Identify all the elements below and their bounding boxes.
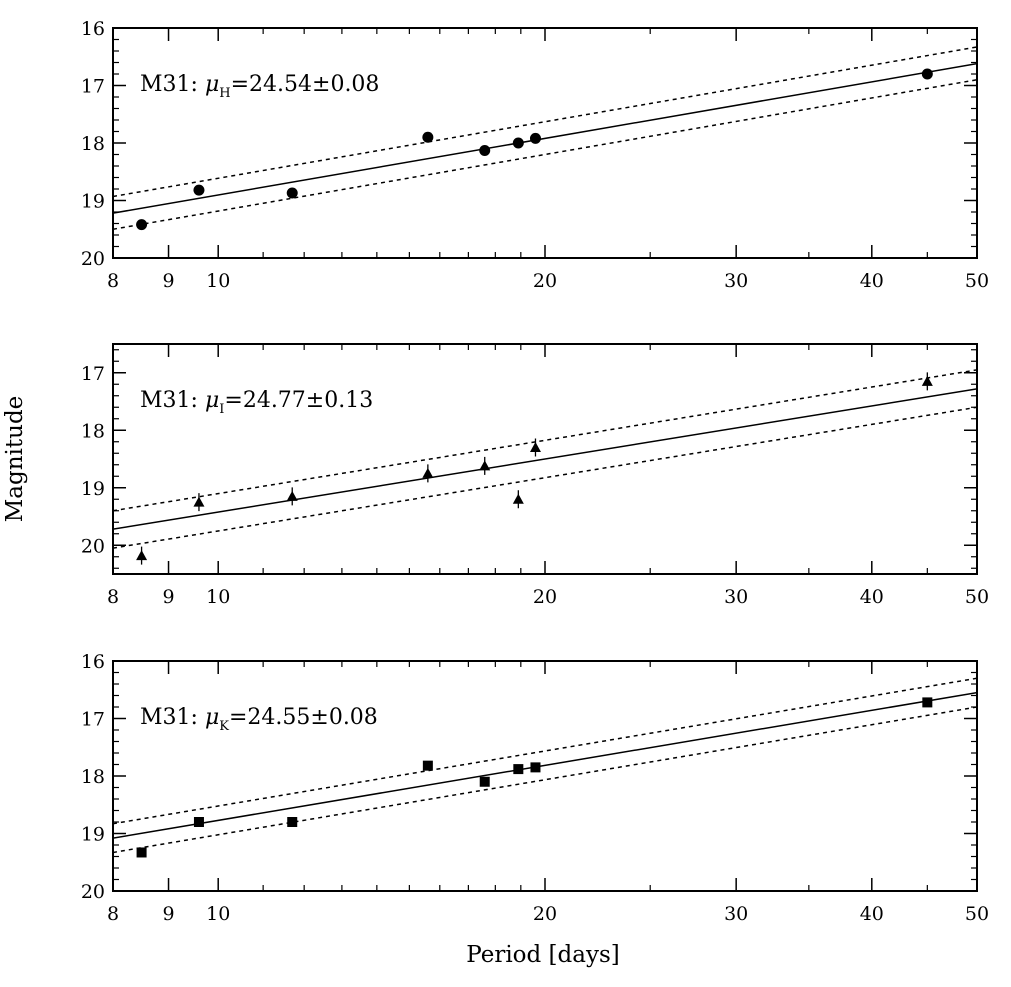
x-tick-label: 9 [162,586,174,608]
data-point [922,697,933,708]
x-tick-label: 8 [107,586,119,608]
y-tick-label: 18 [81,420,105,442]
x-tick-label: 10 [206,903,230,925]
y-axis-title: Magnitude [2,396,28,523]
annotation-prefix: M31: [140,72,205,97]
data-point [479,144,491,156]
data-point [193,817,204,827]
x-tick-label: 10 [206,586,230,608]
lower-bound-line [113,706,977,854]
upper-bound-line [113,677,977,825]
distance-modulus-label: M31: μI=24.77±0.13 [140,388,373,417]
x-tick-label: 20 [533,903,557,925]
fit-line [113,388,977,530]
data-point [422,467,434,478]
data-point [529,132,541,144]
data-point [422,760,433,771]
data-point [479,776,490,787]
annotation-prefix: M31: [140,705,205,730]
fit-lines [113,46,977,230]
lower-bound-line [113,406,977,549]
x-tick-label: 9 [162,270,174,292]
annotation-mu: μ [205,705,219,730]
data-point [921,68,933,80]
x-tick-label: 30 [724,270,748,292]
x-tick-label: 50 [965,903,989,925]
data-point [921,375,933,386]
x-tick-label: 50 [965,270,989,292]
annotation-prefix: M31: [140,388,205,413]
annotation-mu: μ [205,72,219,97]
y-tick-label: 20 [81,535,105,557]
x-axis-title: Period [days] [466,942,619,968]
plot-frame [112,27,978,259]
x-tick-label: 40 [860,586,884,608]
y-tick-label: 17 [81,363,105,385]
x-tick-label: 40 [860,903,884,925]
annotation-subscript: K [219,719,229,734]
y-tick-label: 20 [81,881,105,903]
x-tick-label: 30 [724,586,748,608]
x-tick-label: 8 [107,270,119,292]
data-point [193,184,205,196]
distance-modulus-label: M31: μK=24.55±0.08 [140,705,378,734]
upper-bound-line [113,46,977,198]
data-point [136,219,148,231]
data-point [287,817,298,827]
data-point [479,460,491,471]
fit-lines [113,369,977,549]
y-tick-label: 17 [81,709,105,731]
upper-bound-line [113,369,977,512]
y-tick-label: 19 [81,191,105,213]
x-tick-label: 9 [162,903,174,925]
data-point [286,187,298,199]
y-tick-label: 20 [81,248,105,270]
data-point [512,137,524,149]
panel-k: 8 9 10 20 30 40 50 16 17 18 19 20 M31: μK=24.55±0.08 [81,651,989,925]
data-point [193,496,205,507]
fit-line [113,62,977,214]
x-tick-label: 20 [533,586,557,608]
x-tick-label: 20 [533,270,557,292]
y-tick-label: 17 [81,76,105,98]
annotation-subscript: I [219,402,224,417]
y-tick-label: 18 [81,766,105,788]
fit-lines [113,677,977,854]
y-tick-label: 18 [81,133,105,155]
data-point [529,442,541,452]
data-point [422,131,434,143]
annotation-mu: μ [205,388,219,413]
distance-modulus-label: M31: μH=24.54±0.08 [140,72,379,101]
y-tick-label: 19 [81,824,105,846]
x-tick-label: 10 [206,270,230,292]
data-point [136,847,147,858]
fit-line [113,691,977,839]
y-tick-label: 16 [81,18,105,40]
annotation-value: =24.54±0.08 [231,72,380,97]
x-tick-label: 30 [724,903,748,925]
y-tick-label: 16 [81,651,105,673]
data-point [512,493,524,504]
x-tick-label: 40 [860,270,884,292]
data-point [530,762,541,773]
x-tick-label: 8 [107,903,119,925]
data-point [513,764,524,775]
data-point [136,550,148,561]
panel-i: 8 9 10 20 30 40 50 17 18 19 20 M31: μI=24.77±0.13 [81,343,989,608]
y-tick-label: 19 [81,478,105,500]
data-point [286,490,298,501]
annotation-subscript: H [219,86,230,101]
lower-bound-line [113,79,977,230]
x-tick-label: 50 [965,586,989,608]
panel-h: 8 9 10 20 30 40 50 16 17 18 19 20 M31: μH=24.54±0.08 [81,18,989,292]
annotation-value: =24.77±0.13 [224,388,373,413]
annotation-value: =24.55±0.08 [229,705,378,730]
plot-frame [112,660,978,892]
